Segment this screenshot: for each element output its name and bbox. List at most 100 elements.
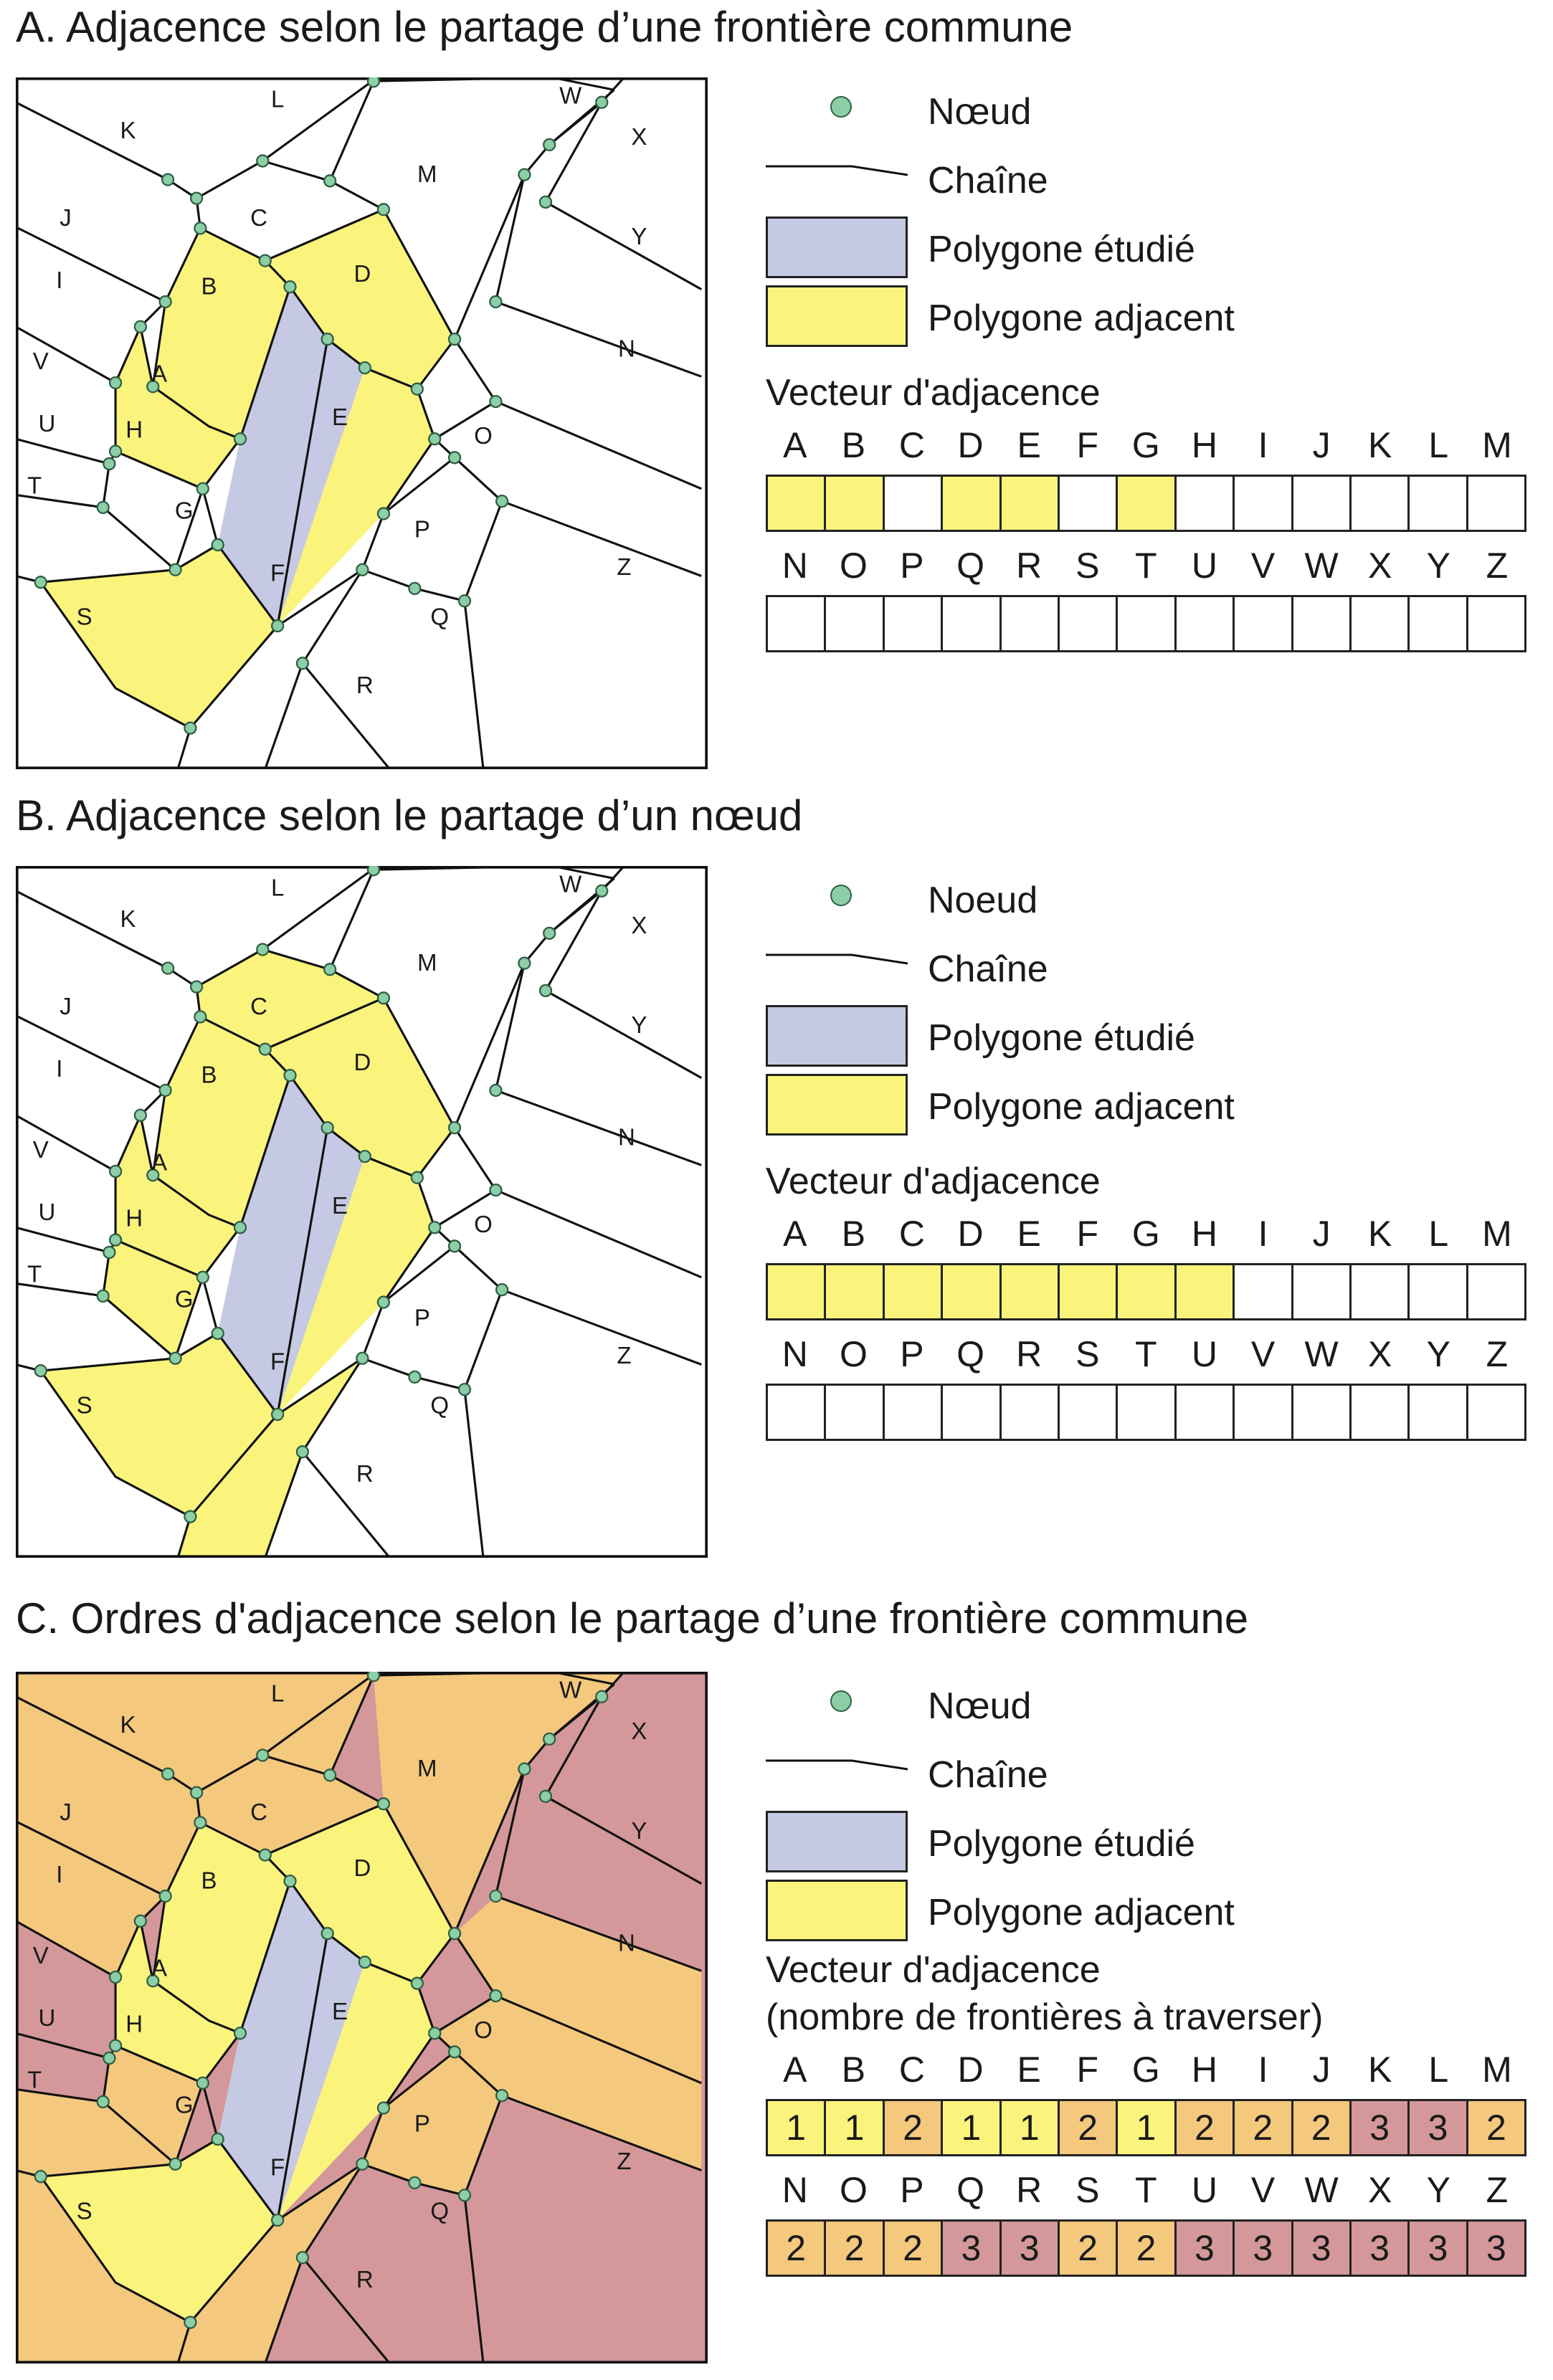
polygon-label-Z: Z	[617, 1342, 631, 1368]
node-marker	[489, 1889, 503, 1903]
polygon-label-S: S	[77, 603, 92, 629]
chain-line	[434, 438, 702, 577]
vector-cell-J	[1293, 477, 1352, 530]
polygon-label-E: E	[332, 1192, 348, 1219]
polygon-label-Y: Y	[631, 1817, 647, 1844]
vector-cell-O	[826, 1386, 885, 1439]
vector-cell-T	[1118, 597, 1177, 650]
polygon-label-W: W	[559, 871, 582, 898]
vector-cell-G	[1118, 1265, 1177, 1318]
vector-letter-F: F	[1076, 2050, 1099, 2090]
vector-cells-row2	[766, 595, 1527, 652]
node-marker	[323, 963, 337, 976]
vector-cell-Y	[1410, 1386, 1468, 1439]
vector-cell-X: 3	[1351, 2222, 1410, 2275]
vector-letter-O: O	[839, 1334, 868, 1374]
node-marker	[518, 1762, 531, 1776]
vector-letter-K: K	[1368, 2050, 1392, 2090]
polygon-label-Q: Q	[430, 1391, 449, 1418]
polygon-P	[362, 2052, 503, 2196]
legend-adjacent-label: Polygone adjacent	[928, 1892, 1235, 1933]
chain-line	[139, 1920, 154, 1981]
vector-letter-L: L	[1428, 2050, 1449, 2090]
polygon-label-W: W	[559, 82, 582, 109]
studied-polygon	[217, 287, 365, 627]
vector-cell-R	[1001, 1386, 1060, 1439]
polygon-label-M: M	[417, 1755, 437, 1781]
chain-line	[16, 2088, 103, 2103]
node-marker	[358, 1955, 371, 1969]
polygon-M	[374, 1672, 614, 1934]
node-symbol	[830, 1690, 852, 1712]
chain-line	[16, 1920, 116, 1979]
node-marker	[146, 1974, 160, 1988]
vector-cell-T: 2	[1118, 2222, 1177, 2275]
legend: Noeud Chaîne Polygone étudié Polygone ad…	[766, 866, 1527, 1441]
node-marker	[376, 1295, 391, 1309]
vector-cell-E	[1001, 477, 1060, 530]
polygon-label-V: V	[33, 1136, 49, 1163]
vector-cells-row2	[766, 1384, 1527, 1441]
chain-symbol	[766, 1759, 908, 1771]
node-marker	[194, 222, 207, 235]
vector-letter-P: P	[900, 546, 924, 586]
node-marker	[271, 1407, 285, 1422]
vector-cell-P: 2	[884, 2222, 944, 2275]
vector-letter-O: O	[839, 546, 868, 586]
vector-cell-O	[826, 597, 885, 650]
polygon-label-Q: Q	[430, 2197, 449, 2224]
chain-line	[139, 1115, 154, 1176]
node-marker	[538, 1789, 553, 1804]
node-marker	[489, 1989, 503, 2003]
polygon-label-N: N	[618, 335, 635, 361]
node-marker	[356, 1351, 369, 1365]
vector-cell-W	[1293, 1386, 1352, 1439]
node-marker	[161, 961, 175, 975]
node-marker	[158, 295, 172, 309]
polygon-label-G: G	[175, 498, 194, 524]
vector-cell-L	[1410, 1265, 1468, 1318]
node-marker	[108, 444, 123, 458]
node-marker	[408, 1370, 422, 1384]
chain-line	[548, 1672, 625, 1741]
vector-letter-N: N	[782, 546, 808, 586]
node-marker	[538, 195, 553, 209]
vector-cell-C	[884, 1265, 944, 1318]
polygon-label-D: D	[353, 1049, 371, 1075]
vector-letter-A: A	[783, 2050, 807, 2090]
chain-line	[434, 1227, 702, 1366]
node-marker	[595, 884, 609, 898]
node-marker	[495, 2089, 509, 2103]
vector-cell-K: 3	[1351, 2101, 1410, 2154]
node-marker	[376, 507, 391, 520]
node-marker	[447, 451, 462, 465]
vector-letter-Q: Q	[956, 546, 985, 586]
vector-letter-K: K	[1368, 425, 1392, 465]
vector-letter-H: H	[1191, 425, 1217, 465]
vector-letter-N: N	[782, 2170, 808, 2210]
polygon-F	[178, 2164, 363, 2364]
polygon-label-K: K	[120, 1711, 136, 1738]
chain-line	[16, 325, 116, 384]
node-marker	[108, 2039, 123, 2052]
vector-letter-I: I	[1258, 425, 1268, 465]
vector-letter-T: T	[1135, 546, 1157, 586]
node-marker	[256, 1748, 270, 1762]
vector-letter-M: M	[1482, 2050, 1512, 2090]
node-marker	[194, 1816, 207, 1829]
node-marker	[366, 1672, 381, 1682]
vector-cell-H: 2	[1176, 2101, 1235, 2154]
vector-letter-L: L	[1428, 425, 1449, 465]
vector-letter-G: G	[1131, 425, 1160, 465]
polygon-A	[115, 1115, 240, 1277]
polygon-label-U: U	[39, 410, 56, 437]
vector-letter-I: I	[1258, 2050, 1268, 2090]
polygon-label-H: H	[125, 2010, 143, 2037]
vector-cell-D	[943, 1265, 1002, 1318]
vector-cell-U	[1176, 597, 1235, 650]
polygon-label-C: C	[250, 993, 267, 1019]
polygon-label-F: F	[270, 2153, 285, 2180]
node-marker	[447, 1239, 462, 1253]
vector-letter-D: D	[957, 2050, 984, 2090]
